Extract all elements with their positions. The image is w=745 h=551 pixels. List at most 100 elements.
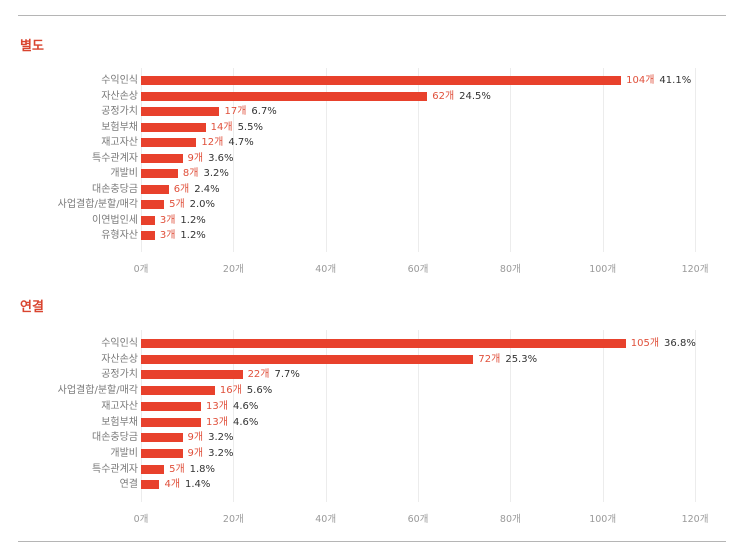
count-label: 17개: [224, 106, 247, 117]
x-tick-label: 0개: [133, 264, 149, 275]
value-label: 3개 1.2%: [160, 213, 206, 228]
category-label: 수익인식: [101, 75, 138, 86]
bar-row: 개발비 8개 3.2%: [0, 166, 745, 182]
percent-label: 3.2%: [208, 432, 234, 444]
category-label: 대손충당금: [92, 432, 138, 444]
count-label: 22개: [247, 369, 270, 381]
value-label: 5개 1.8%: [169, 462, 215, 477]
percent-label: 6.7%: [251, 106, 277, 117]
bar: [141, 184, 169, 194]
bar-row: 보험부채 14개 5.5%: [0, 120, 745, 136]
value-label: 4개 1.4%: [164, 477, 210, 492]
percent-label: 2.4%: [194, 183, 220, 195]
percent-label: 5.5%: [237, 121, 263, 133]
bar: [141, 401, 202, 411]
count-label: 9개: [187, 432, 204, 444]
value-label: 72개 25.3%: [478, 352, 537, 367]
bar-row: 자산손상 72개 25.3%: [0, 352, 745, 368]
gridline: [510, 68, 512, 252]
percent-label: 3.6%: [208, 152, 234, 164]
percent-label: 3.2%: [203, 168, 229, 179]
category-label: 사업결합/분할/매각: [57, 199, 138, 210]
category-label: 재고자산: [101, 400, 138, 412]
category-label: 연결: [119, 479, 138, 491]
bar-row: 보험부채 13개 4.6%: [0, 415, 745, 431]
bar-row: 특수관계자 5개 1.8%: [0, 462, 745, 478]
category-label: 이연법인세: [92, 214, 138, 226]
x-tick-label: 100개: [589, 264, 617, 275]
value-label: 8개 3.2%: [183, 166, 229, 181]
x-tick-label: 80개: [499, 514, 521, 525]
bar: [141, 91, 428, 101]
value-label: 9개 3.2%: [188, 446, 234, 461]
gridline: [418, 330, 419, 502]
category-label: 자산손상: [101, 353, 138, 365]
count-label: 62개: [432, 90, 455, 102]
category-label: 사업결합/분할/매각: [57, 385, 138, 397]
value-label: 9개 3.2%: [188, 430, 234, 445]
count-label: 4개: [164, 479, 181, 491]
percent-label: 5.6%: [246, 385, 273, 397]
percent-label: 1.2%: [180, 230, 206, 241]
x-tick-label: 0개: [133, 514, 149, 525]
value-label: 22개 7.7%: [248, 367, 300, 382]
bar-row: 개발비 9개 3.2%: [0, 446, 745, 462]
percent-label: 36.8%: [664, 338, 696, 349]
gridline: [233, 68, 235, 252]
bar: [141, 200, 165, 209]
top-divider: [18, 15, 726, 16]
count-label: 104개: [626, 75, 655, 86]
bar-row: 대손충당금 6개 2.4%: [0, 182, 745, 198]
x-tick-label: 40개: [315, 514, 337, 525]
bar: [141, 153, 183, 163]
category-label: 수익인식: [101, 338, 138, 349]
count-label: 105개: [630, 338, 660, 349]
value-label: 104개 41.1%: [626, 73, 691, 88]
x-tick-label: 60개: [407, 514, 429, 525]
value-label: 62개 24.5%: [432, 89, 491, 104]
gridline: [602, 330, 604, 502]
bar: [141, 169, 178, 178]
x-tick-label: 120개: [681, 264, 709, 275]
bar: [141, 76, 622, 85]
count-label: 13개: [206, 416, 228, 428]
category-label: 재고자산: [101, 137, 138, 148]
bar-row: 자산손상 62개 24.5%: [0, 89, 745, 105]
percent-label: 1.4%: [185, 479, 211, 491]
count-label: 16개: [219, 385, 242, 397]
percent-label: 24.5%: [459, 90, 491, 102]
x-tick-label: 100개: [589, 514, 617, 525]
count-label: 72개: [478, 353, 501, 365]
gridline: [233, 330, 235, 502]
value-label: 13개 4.6%: [206, 399, 258, 414]
bar-row: 대손충당금 9개 3.2%: [0, 430, 745, 446]
bar-row: 연결 4개 1.4%: [0, 477, 745, 493]
value-label: 3개 1.2%: [160, 228, 206, 243]
percent-label: 4.6%: [232, 400, 259, 412]
x-tick-label: 20개: [222, 514, 244, 525]
bottom-divider: [18, 541, 726, 542]
bar-row: 사업결합/분할/매각 16개 5.6%: [0, 383, 745, 399]
bar-row: 재고자산 13개 4.6%: [0, 399, 745, 415]
gridline: [141, 330, 142, 502]
bar-row: 수익인식 104개 41.1%: [0, 73, 745, 89]
count-label: 6개: [173, 183, 190, 195]
bar: [141, 433, 183, 443]
bar-row: 재고자산 12개 4.7%: [0, 135, 745, 151]
x-tick-label: 20개: [222, 264, 244, 275]
section-title-consolidated: 연결: [20, 300, 44, 315]
count-label: 12개: [201, 137, 224, 148]
bar-row: 공정가치 17개 6.7%: [0, 104, 745, 120]
count-label: 13개: [206, 400, 228, 412]
value-label: 9개 3.6%: [188, 151, 234, 166]
x-tick-label: 80개: [499, 264, 521, 275]
category-label: 자산손상: [101, 90, 138, 102]
gridline: [325, 68, 327, 252]
category-label: 보험부채: [101, 416, 138, 428]
x-tick-label: 40개: [315, 264, 337, 275]
value-label: 16개 5.6%: [220, 383, 272, 398]
count-label: 9개: [187, 447, 204, 459]
bar-row: 유형자산 3개 1.2%: [0, 228, 745, 244]
percent-label: 1.8%: [189, 463, 216, 475]
category-label: 개발비: [110, 447, 138, 459]
